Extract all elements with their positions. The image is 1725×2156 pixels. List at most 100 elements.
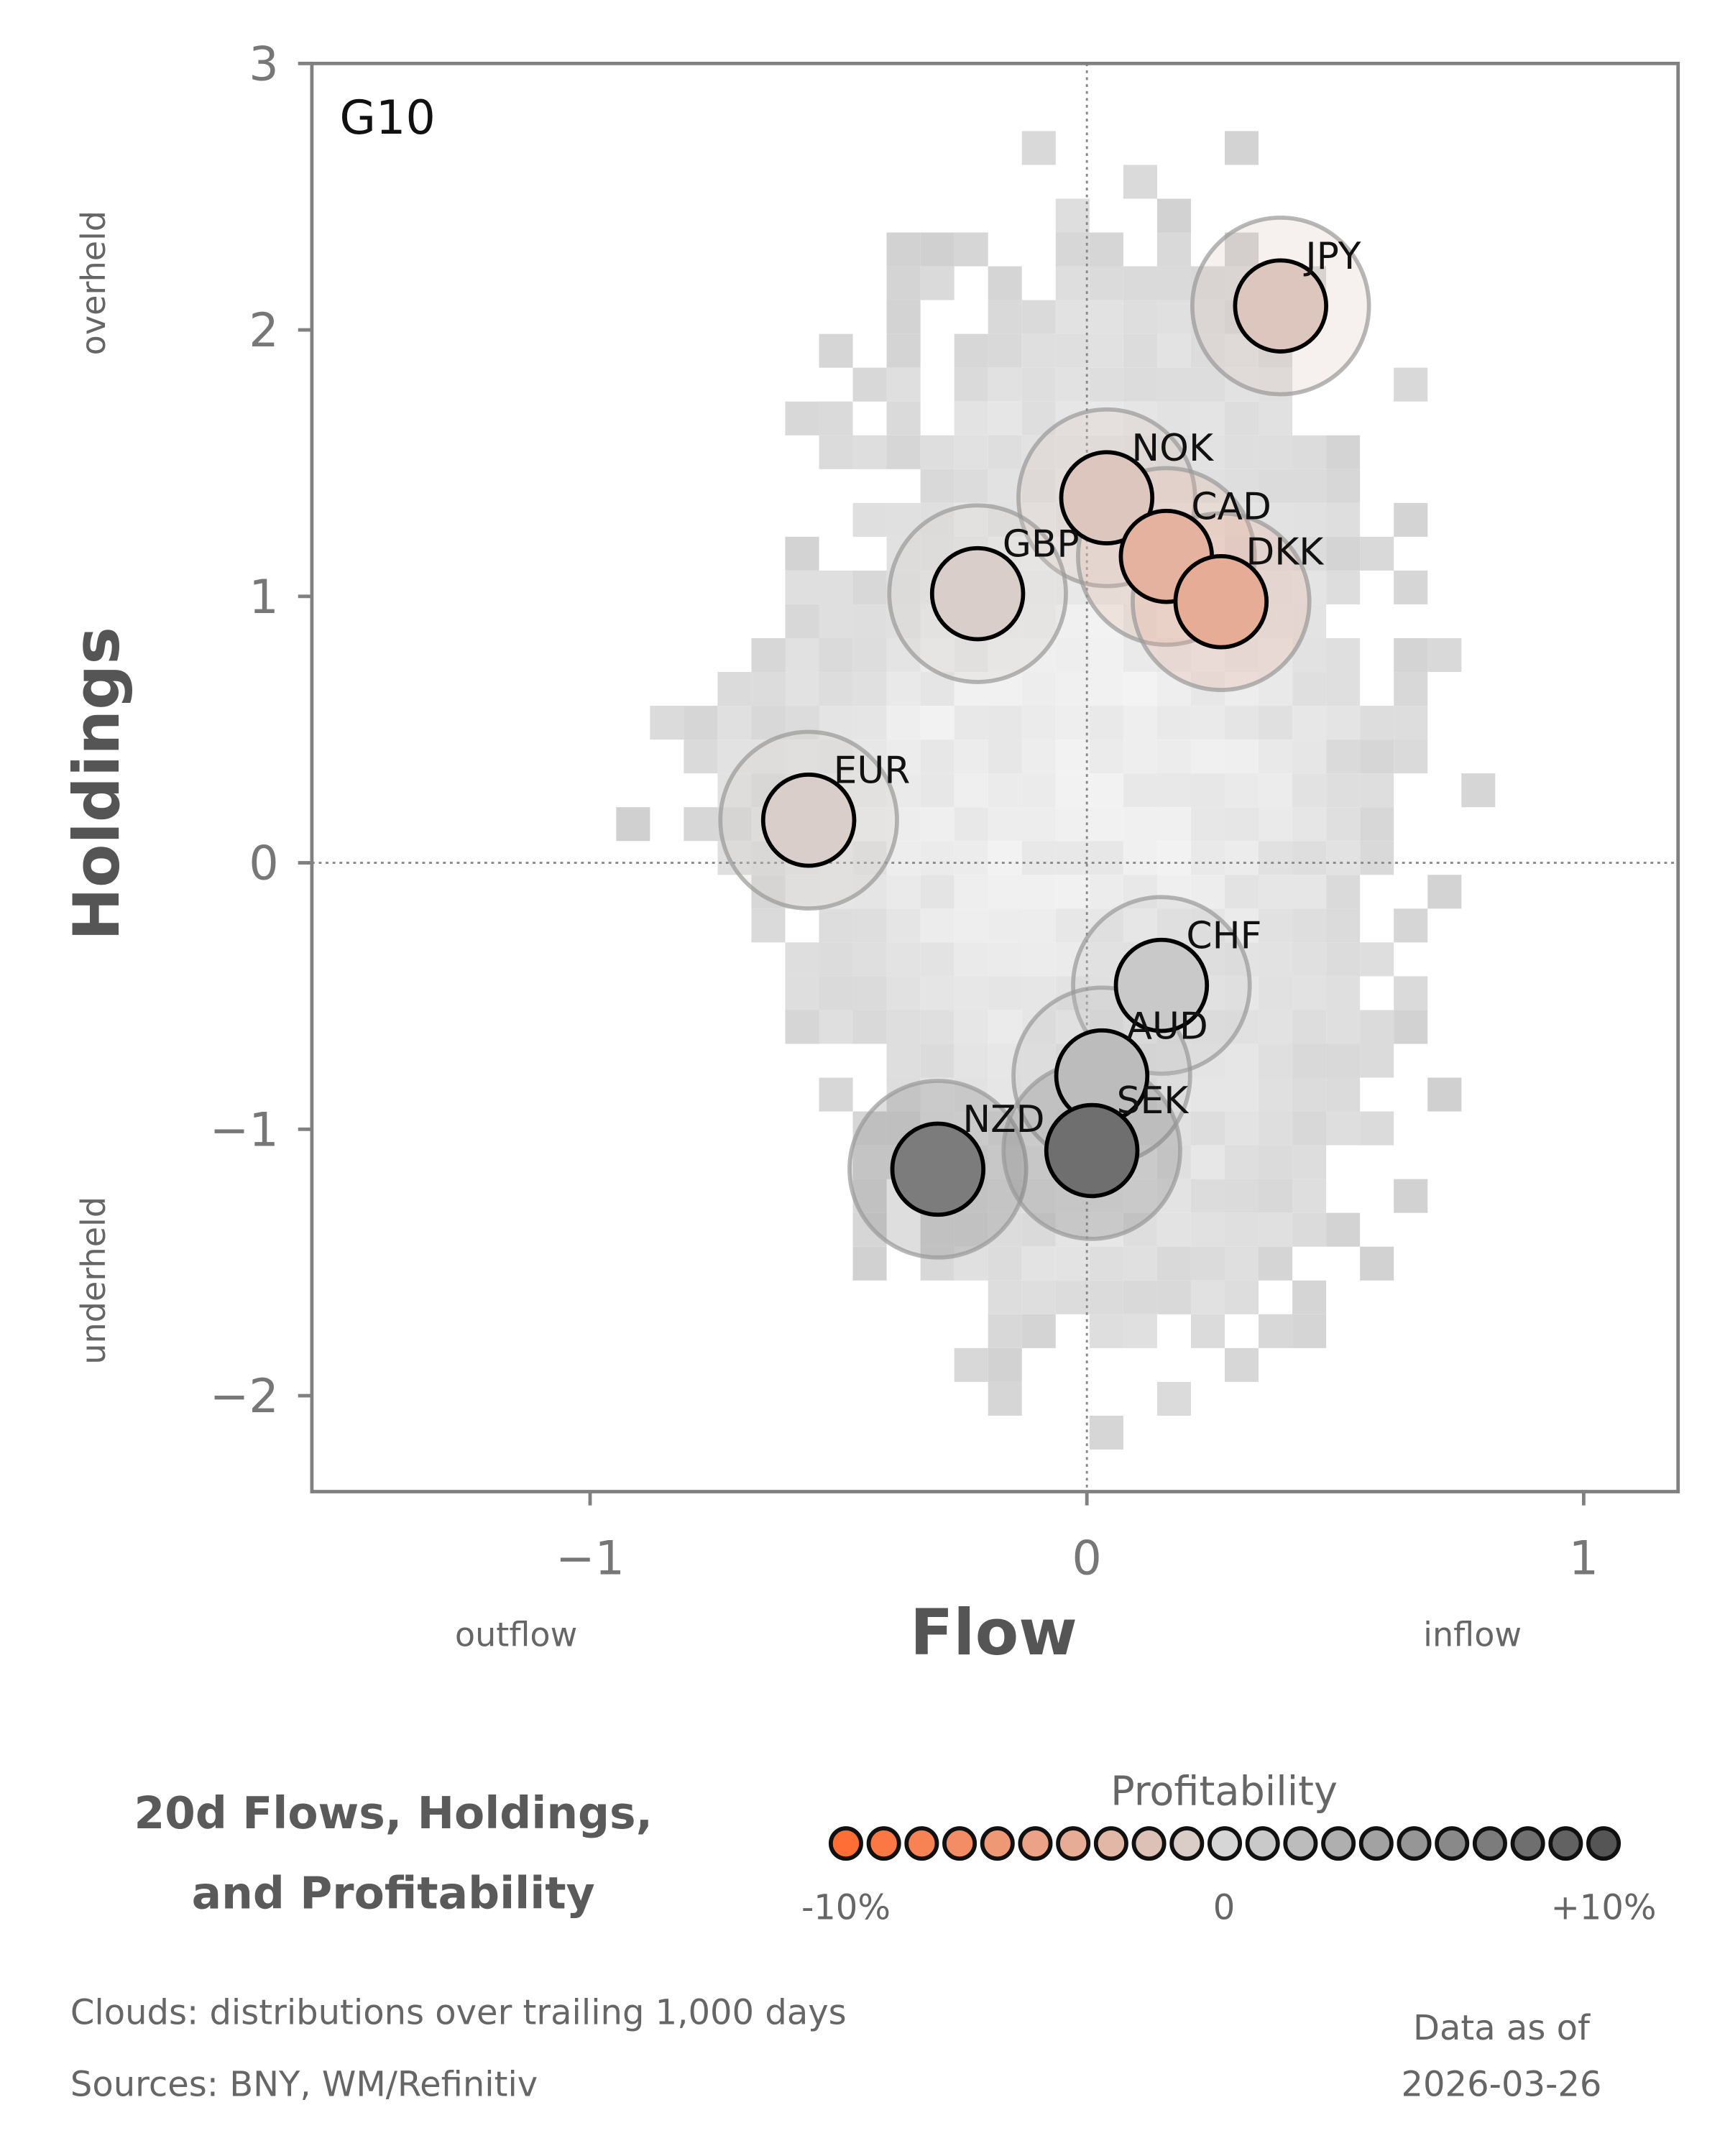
cloud-cell xyxy=(988,1348,1022,1382)
cloud-cell xyxy=(1259,1212,1293,1247)
cloud-cell xyxy=(1123,1280,1157,1314)
cloud-cell xyxy=(1055,875,1090,909)
cloud-cell xyxy=(852,604,887,638)
cloud-cell xyxy=(852,435,887,469)
cloud-cell xyxy=(988,773,1022,808)
cloud-cell xyxy=(988,435,1022,469)
cloud-cell xyxy=(1292,435,1327,469)
cloud-cell xyxy=(1021,706,1056,740)
cloud-cell xyxy=(988,1010,1022,1044)
cloud-cell xyxy=(920,1212,954,1247)
cloud-cell xyxy=(819,604,853,638)
cloud-cell xyxy=(1259,1314,1293,1348)
cloud-cell xyxy=(1360,841,1394,875)
cloud-cell xyxy=(819,1010,853,1044)
cloud-cell xyxy=(1360,807,1394,842)
cloud-cell xyxy=(1259,908,1293,943)
cloud-cell xyxy=(1259,1077,1293,1112)
cloud-cell xyxy=(886,706,921,740)
cloud-cell xyxy=(1156,807,1191,842)
cloud-cell xyxy=(988,942,1022,977)
cloud-cell xyxy=(920,469,954,503)
cloud-cell xyxy=(1190,435,1225,469)
cloud-cell xyxy=(1360,1111,1394,1146)
cloud-cell xyxy=(920,1010,954,1044)
cloud-cell xyxy=(1055,706,1090,740)
y-annotation-overheld: overheld xyxy=(74,211,113,356)
cloud-cell xyxy=(1089,638,1123,673)
cloud-cell xyxy=(1123,773,1157,808)
cloud-cell xyxy=(1225,401,1259,436)
cloud-cell xyxy=(1089,706,1123,740)
cloud-cell xyxy=(1292,706,1327,740)
legend-dot xyxy=(866,1826,901,1861)
cloud-cell xyxy=(1225,1348,1259,1382)
reference-lines xyxy=(311,63,1678,1492)
cloud-cell xyxy=(852,367,887,402)
cloud-cell xyxy=(1123,740,1157,774)
cloud-cell xyxy=(1156,266,1191,300)
legend-dot xyxy=(1283,1826,1318,1861)
cloud-cell xyxy=(852,672,887,706)
legend-dot xyxy=(1208,1826,1242,1861)
legend-min-label: -10% xyxy=(801,1888,891,1928)
cloud-cell xyxy=(1225,435,1259,469)
cloud-cell xyxy=(650,706,684,740)
cloud-cell xyxy=(886,740,921,774)
cloud-cell xyxy=(819,638,853,673)
cloud-cell xyxy=(785,401,819,436)
cloud-cell xyxy=(1089,773,1123,808)
cloud-cell xyxy=(1123,333,1157,368)
cloud-cell xyxy=(1292,841,1327,875)
cloud-cell xyxy=(1123,807,1157,842)
cloud-cell xyxy=(988,266,1022,300)
cloud-cell xyxy=(1292,502,1327,537)
cloud-cell xyxy=(852,1010,887,1044)
cloud-cell xyxy=(1225,706,1259,740)
cloud-cell xyxy=(1055,1246,1090,1281)
cloud-cell xyxy=(1292,908,1327,943)
point-jpy xyxy=(1233,258,1328,354)
cloud-cell xyxy=(819,401,853,436)
cloud-cell xyxy=(1225,908,1259,943)
cloud-cell xyxy=(1326,773,1361,808)
cloud-cell xyxy=(1326,976,1361,1010)
cloud-cell xyxy=(1360,773,1394,808)
cloud-cell xyxy=(819,976,853,1010)
cloud-cell xyxy=(1190,1179,1225,1213)
cloud-cell xyxy=(1123,706,1157,740)
cloud-cell xyxy=(819,435,853,469)
cloud-cell xyxy=(684,706,718,740)
cloud-cell xyxy=(988,1246,1022,1281)
cloud-cell xyxy=(1394,570,1428,604)
cloud-cell xyxy=(1156,841,1191,875)
cloud-cell xyxy=(1225,1077,1259,1112)
cloud-cell xyxy=(1021,1246,1056,1281)
cloud-cell xyxy=(1156,1280,1191,1314)
cloud-cell xyxy=(852,1145,887,1179)
cloud-cell xyxy=(1089,740,1123,774)
cloud-cell xyxy=(1156,198,1191,233)
y-tick-label: −2 xyxy=(210,1369,279,1424)
cloud-cell xyxy=(751,908,786,943)
cloud-cell xyxy=(886,1010,921,1044)
legend-dot xyxy=(1472,1826,1507,1861)
cloud-cell xyxy=(785,570,819,604)
cloud-cell xyxy=(1190,841,1225,875)
cloud-cell xyxy=(988,908,1022,943)
cloud-cell xyxy=(1190,367,1225,402)
cloud-cell xyxy=(886,333,921,368)
cloud-cell xyxy=(1259,638,1293,673)
point-chf xyxy=(1113,937,1210,1033)
cloud-cell xyxy=(684,807,718,842)
cloud-cell xyxy=(819,908,853,943)
cloud-cell xyxy=(1021,908,1056,943)
cloud-cell xyxy=(785,638,819,673)
cloud-cell xyxy=(1021,807,1056,842)
legend-title: Profitability xyxy=(1110,1768,1338,1815)
cloud-cell xyxy=(1326,1111,1361,1146)
data-as-of-date: 2026-03-26 xyxy=(1401,2064,1601,2104)
cloud-cell xyxy=(988,638,1022,673)
point-label: JPY xyxy=(1303,235,1361,278)
